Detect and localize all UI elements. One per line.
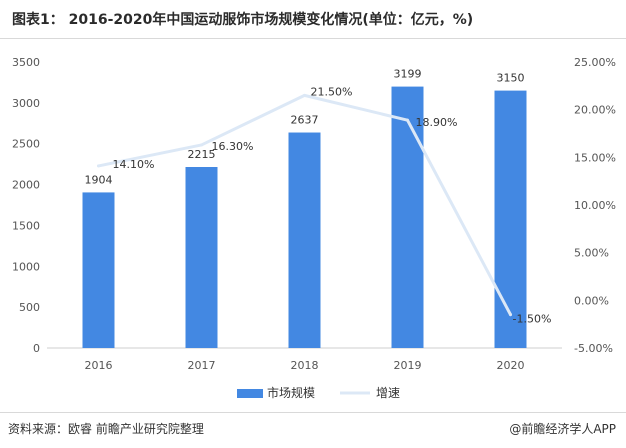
- brand-credit: @前瞻经济学人APP: [509, 422, 616, 436]
- bar-label: 3199: [394, 68, 422, 81]
- x-tick-label: 2016: [85, 359, 113, 372]
- left-tick-label: 2000: [12, 179, 40, 192]
- footer-divider: [0, 412, 626, 413]
- bar: [82, 192, 115, 348]
- line-point: [406, 118, 409, 122]
- bar: [288, 132, 321, 348]
- line-label: 18.90%: [416, 116, 458, 129]
- source-note: 资料来源：欧睿 前瞻产业研究院整理: [8, 422, 204, 436]
- left-tick-label: 1000: [12, 260, 40, 273]
- bar-series: [82, 86, 527, 348]
- left-tick-label: 3500: [12, 56, 40, 69]
- right-tick-label: 10.00%: [574, 199, 616, 212]
- right-tick-label: 5.00%: [574, 247, 609, 260]
- bar: [391, 86, 424, 348]
- line-series: [97, 93, 512, 317]
- x-tick-label: 2017: [188, 359, 216, 372]
- left-tick-label: 0: [33, 342, 40, 355]
- right-tick-label: 25.00%: [574, 56, 616, 69]
- header-divider: [0, 38, 626, 39]
- right-tick-label: 15.00%: [574, 151, 616, 164]
- right-axis: -5.00% 0.00% 5.00% 10.00% 15.00% 20.00% 25.00%: [574, 56, 616, 355]
- line-point: [97, 164, 100, 168]
- right-tick-label: 0.00%: [574, 294, 609, 307]
- line-point: [509, 313, 512, 317]
- legend-bar-label: 市场规模: [267, 385, 315, 400]
- line-label: 21.50%: [311, 85, 353, 98]
- right-tick-label: 20.00%: [574, 104, 616, 117]
- line-label: 16.30%: [212, 140, 254, 153]
- bar-data-labels: 1904 2215 2637 3199 3150: [85, 68, 525, 187]
- line-label: -1.50%: [513, 313, 552, 326]
- left-axis: 0 500 1000 1500 2000 2500 3000 3500: [12, 56, 40, 355]
- legend: 市场规模 增速: [237, 385, 400, 400]
- line-point: [303, 93, 306, 97]
- x-tick-label: 2018: [291, 359, 319, 372]
- bar-label: 2637: [291, 114, 319, 127]
- bar-label: 2215: [188, 148, 216, 161]
- bar: [494, 90, 527, 348]
- line-data-labels: 14.10% 16.30% 21.50% 18.90% -1.50%: [113, 85, 552, 325]
- x-tick-label: 2020: [497, 359, 525, 372]
- right-tick-label: -5.00%: [574, 342, 613, 355]
- line-label: 14.10%: [113, 158, 155, 171]
- left-tick-label: 2500: [12, 138, 40, 151]
- left-tick-label: 1500: [12, 219, 40, 232]
- legend-bar-swatch: [237, 389, 263, 398]
- bar: [185, 167, 218, 348]
- bar-label: 1904: [85, 173, 113, 186]
- left-tick-label: 3000: [12, 97, 40, 110]
- x-tick-label: 2019: [394, 359, 422, 372]
- x-axis-ticks: 2016 2017 2018 2019 2020: [85, 359, 525, 372]
- line-point: [200, 143, 203, 147]
- bar-label: 3150: [497, 72, 525, 85]
- left-tick-label: 500: [19, 301, 40, 314]
- legend-line-label: 增速: [376, 386, 400, 400]
- chart-title: 图表1： 2016-2020年中国运动服饰市场规模变化情况(单位：亿元，%): [12, 12, 474, 28]
